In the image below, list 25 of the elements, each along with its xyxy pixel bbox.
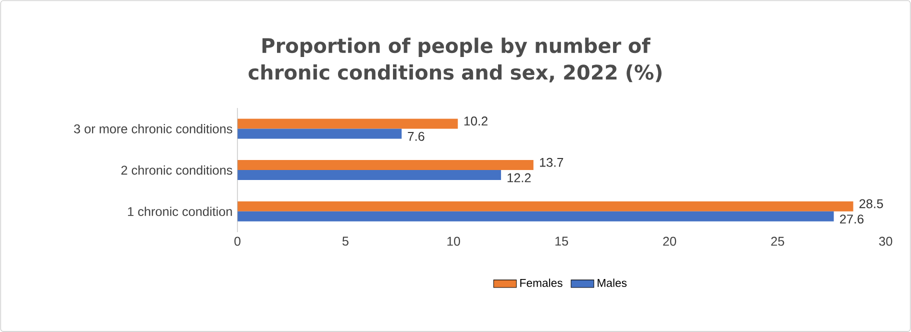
x-tick-label: 10	[447, 236, 460, 246]
data-label: 7.6	[408, 132, 424, 141]
x-tick-label: 5	[342, 236, 348, 246]
bar	[237, 118, 458, 129]
x-tick-label: 0	[234, 236, 240, 246]
x-tick-label: 25	[771, 236, 784, 246]
bar	[237, 170, 502, 180]
chart-title: Proportion of people by number of chronic conditions and sex, 2022 (%)	[248, 38, 662, 82]
x-tick-label: 30	[879, 236, 892, 246]
y-tick-label: 2 chronic conditions	[121, 165, 232, 175]
legend-label: Males	[598, 278, 627, 287]
data-label: 27.6	[840, 214, 864, 224]
x-tick-label: 15	[555, 236, 568, 246]
x-tick-label: 20	[663, 236, 676, 246]
bar	[237, 128, 402, 139]
bar	[237, 211, 834, 222]
y-tick-label: 1 chronic condition	[128, 206, 232, 216]
data-label: 10.2	[464, 116, 488, 126]
bar	[237, 160, 534, 170]
data-label: 28.5	[859, 199, 883, 208]
legend-label: Females	[520, 278, 562, 287]
bar	[237, 201, 854, 212]
y-tick-label: 3 or more chronic conditions	[74, 124, 232, 134]
data-label: 13.7	[540, 158, 564, 167]
data-label: 12.2	[508, 173, 531, 182]
